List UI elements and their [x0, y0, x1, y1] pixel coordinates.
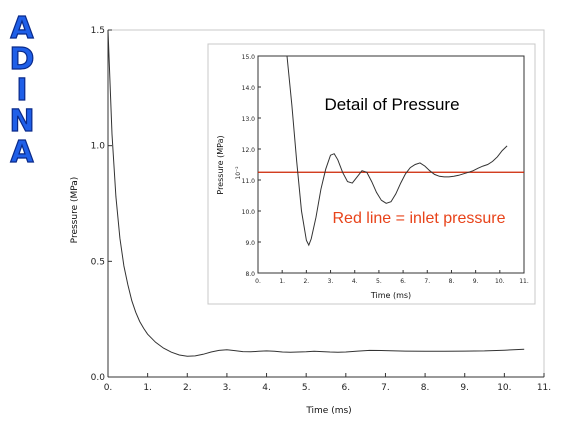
x-tick-label: 9. [473, 278, 479, 285]
logo-letter: D [10, 42, 35, 77]
logo-letter: A [10, 135, 34, 168]
x-tick-label: 9. [460, 383, 469, 393]
inset-pressure-series [286, 55, 508, 247]
y-tick-label: 0.5 [91, 257, 105, 267]
x-tick-label: 7. [381, 383, 390, 393]
x-tick-label: 1. [143, 383, 152, 393]
y-tick-label: 11.0 [242, 178, 256, 185]
main-y-axis-label: Pressure (MPa) [70, 177, 80, 244]
y-tick-label: 12.0 [242, 147, 256, 154]
x-tick-label: 4. [262, 383, 271, 393]
y-tick-label: 10.0 [242, 209, 256, 216]
x-tick-label: 0. [255, 278, 261, 285]
x-tick-label: 11. [537, 383, 551, 393]
inset-title: Detail of Pressure [324, 95, 459, 114]
y-tick-label: 1.5 [91, 26, 105, 36]
inset-y-axis-label: Pressure (MPa) [216, 135, 225, 194]
inset-y-exponent: 10⁻² [235, 166, 242, 180]
x-tick-label: 7. [424, 278, 430, 285]
inset-panel: 0. 1. 2. 3. 4. 5. 6. 7. 8. 9. 10. 11. 8.0 9.0 10.0 11.0… [207, 43, 536, 305]
inlet-pressure-annotation: Red line = inlet pressure [333, 210, 506, 227]
x-tick-label: 10. [495, 278, 505, 285]
x-tick-label: 11. [519, 278, 529, 285]
x-tick-label: 3. [328, 278, 334, 285]
x-tick-label: 1. [279, 278, 285, 285]
x-tick-label: 8. [421, 383, 430, 393]
x-tick-label: 4. [352, 278, 358, 285]
inset-x-axis-label: Time (ms) [370, 291, 411, 300]
y-tick-label: 9.0 [245, 240, 255, 247]
x-tick-label: 8. [449, 278, 455, 285]
y-tick-label: 15.0 [242, 54, 256, 61]
main-pressure-series [107, 29, 525, 357]
x-tick-label: 5. [376, 278, 382, 285]
y-tick-label: 8.0 [245, 271, 255, 278]
x-tick-label: 3. [223, 383, 232, 393]
logo-letter: A [10, 11, 34, 46]
inset-plot-frame [257, 55, 525, 274]
y-tick-label: 1.0 [91, 142, 106, 152]
y-tick-label: 13.0 [242, 116, 256, 123]
logo-letter: I [16, 73, 27, 108]
x-tick-label: 6. [400, 278, 406, 285]
main-x-axis-label: Time (ms) [305, 406, 351, 416]
inset-background [207, 43, 536, 305]
x-tick-label: 6. [342, 383, 351, 393]
logo-letter: N [9, 104, 34, 139]
x-tick-label: 5. [302, 383, 311, 393]
x-tick-label: 2. [303, 278, 309, 285]
x-tick-label: 2. [183, 383, 192, 393]
y-tick-label: 14.0 [242, 85, 256, 92]
x-tick-label: 10. [497, 383, 511, 393]
y-tick-label: 0.0 [91, 373, 106, 383]
x-tick-label: 0. [104, 383, 113, 393]
